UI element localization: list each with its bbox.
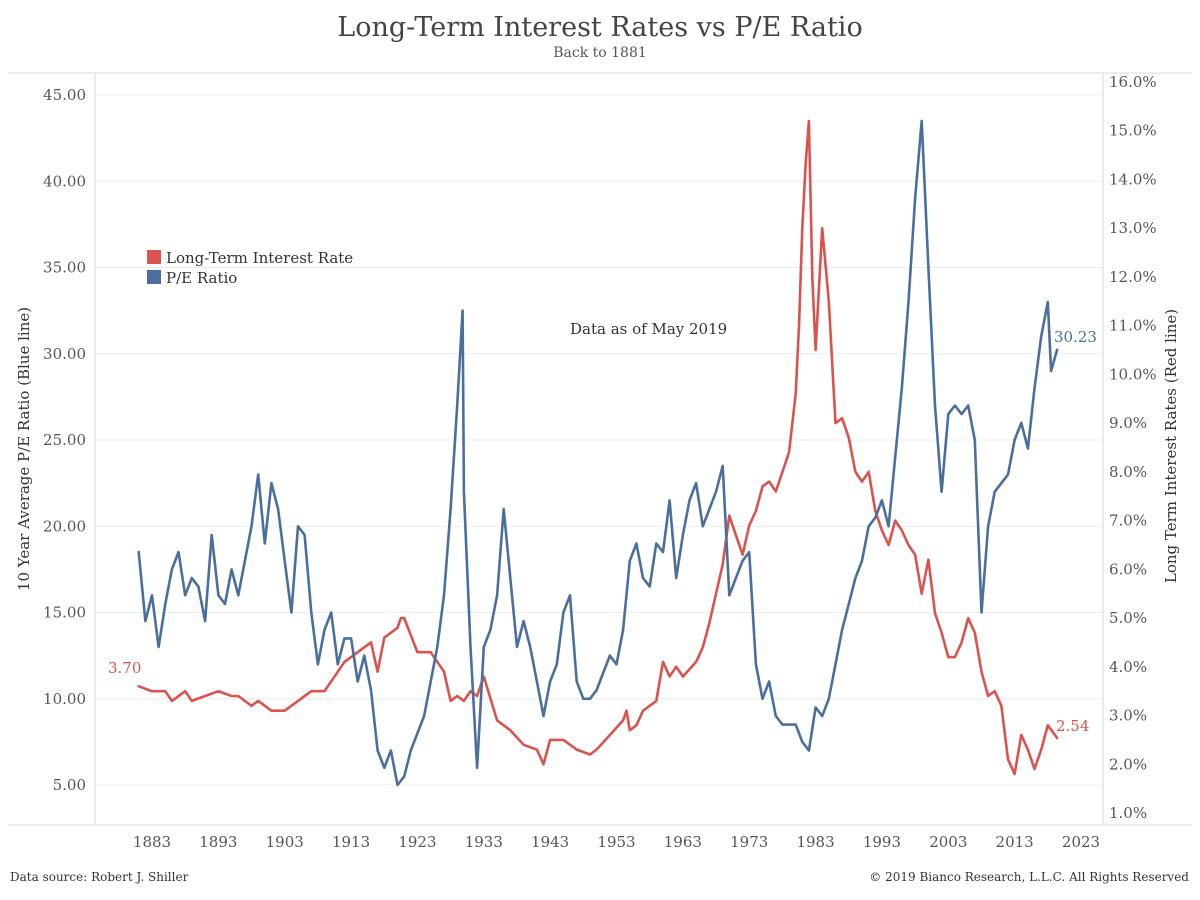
right-tick-label: 2.0% bbox=[1109, 755, 1147, 773]
right-tick-label: 8.0% bbox=[1109, 463, 1147, 481]
right-tick-label: 16.0% bbox=[1109, 73, 1157, 91]
chart-title: Long-Term Interest Rates vs P/E Ratio bbox=[337, 12, 863, 43]
right-tick-label: 7.0% bbox=[1109, 512, 1147, 530]
right-tick-label: 11.0% bbox=[1109, 317, 1157, 335]
x-tick-label: 1993 bbox=[863, 833, 901, 851]
right-tick-label: 6.0% bbox=[1109, 560, 1147, 578]
right-axis-title: Long Term Interest Rates (Red line) bbox=[1162, 309, 1180, 583]
right-tick-label: 1.0% bbox=[1109, 804, 1147, 822]
left-tick-label: 5.00 bbox=[53, 776, 86, 794]
right-tick-label: 10.0% bbox=[1109, 365, 1157, 383]
right-tick-label: 9.0% bbox=[1109, 414, 1147, 432]
series-lines bbox=[137, 119, 1059, 787]
x-tick-label: 1963 bbox=[664, 833, 702, 851]
left-tick-label: 45.00 bbox=[43, 86, 86, 104]
x-tick-label: 2003 bbox=[929, 833, 967, 851]
x-axis-ticks: 1883 1893 1903 1913 1923 1933 1943 1953 1963 1973… bbox=[133, 833, 1100, 851]
x-tick-label: 1983 bbox=[796, 833, 834, 851]
legend-swatch-rate bbox=[147, 250, 161, 264]
left-tick-label: 40.00 bbox=[43, 172, 86, 190]
rate-start-label: 3.70 bbox=[108, 659, 141, 677]
right-axis-ticks: 1.0% 2.0% 3.0% 4.0% 5.0% 6.0% 7.0% 8.0% 9.0% 10.0… bbox=[1109, 73, 1157, 822]
x-tick-label: 1953 bbox=[597, 833, 635, 851]
left-axis-ticks: 5.00 10.00 15.00 20.00 25.00 30.00 35.00 40.00 4… bbox=[43, 86, 86, 794]
x-tick-label: 2013 bbox=[996, 833, 1034, 851]
left-tick-label: 20.00 bbox=[43, 517, 86, 535]
legend-swatch-pe bbox=[147, 270, 161, 284]
x-tick-label: 1903 bbox=[266, 833, 304, 851]
data-source-note: Data source: Robert J. Shiller bbox=[10, 870, 189, 884]
x-tick-label: 1943 bbox=[531, 833, 569, 851]
x-tick-label: 1933 bbox=[465, 833, 503, 851]
x-tick-label: 1973 bbox=[730, 833, 768, 851]
legend-label-rate: Long-Term Interest Rate bbox=[166, 249, 353, 267]
copyright-note: © 2019 Bianco Research, L.L.C. All Right… bbox=[869, 870, 1189, 884]
axes bbox=[8, 72, 1192, 826]
x-tick-label: 1913 bbox=[332, 833, 370, 851]
right-tick-label: 13.0% bbox=[1109, 219, 1157, 237]
data-as-of-annotation: Data as of May 2019 bbox=[570, 320, 727, 338]
left-tick-label: 25.00 bbox=[43, 431, 86, 449]
x-tick-label: 1923 bbox=[398, 833, 436, 851]
right-tick-label: 5.0% bbox=[1109, 609, 1147, 627]
pe-end-label: 30.23 bbox=[1054, 328, 1097, 346]
gridlines bbox=[95, 94, 1103, 786]
left-tick-label: 10.00 bbox=[43, 690, 86, 708]
left-tick-label: 15.00 bbox=[43, 604, 86, 622]
legend-label-pe: P/E Ratio bbox=[166, 269, 237, 287]
right-tick-label: 12.0% bbox=[1109, 268, 1157, 286]
chart-subtitle: Back to 1881 bbox=[553, 45, 647, 61]
legend[interactable]: Long-Term Interest Rate P/E Ratio bbox=[147, 249, 353, 287]
x-tick-label: 2023 bbox=[1062, 833, 1100, 851]
right-tick-label: 3.0% bbox=[1109, 707, 1147, 725]
rate-end-label: 2.54 bbox=[1056, 717, 1089, 735]
interest-rate-line bbox=[137, 119, 1059, 776]
x-tick-label: 1893 bbox=[199, 833, 237, 851]
left-tick-label: 35.00 bbox=[43, 259, 86, 277]
right-tick-label: 15.0% bbox=[1109, 122, 1157, 140]
right-tick-label: 14.0% bbox=[1109, 170, 1157, 188]
left-tick-label: 30.00 bbox=[43, 345, 86, 363]
pe-ratio-line bbox=[137, 119, 1059, 787]
right-tick-label: 4.0% bbox=[1109, 658, 1147, 676]
left-axis-title: 10 Year Average P/E Ratio (Blue line) bbox=[15, 307, 33, 591]
x-tick-label: 1883 bbox=[133, 833, 171, 851]
